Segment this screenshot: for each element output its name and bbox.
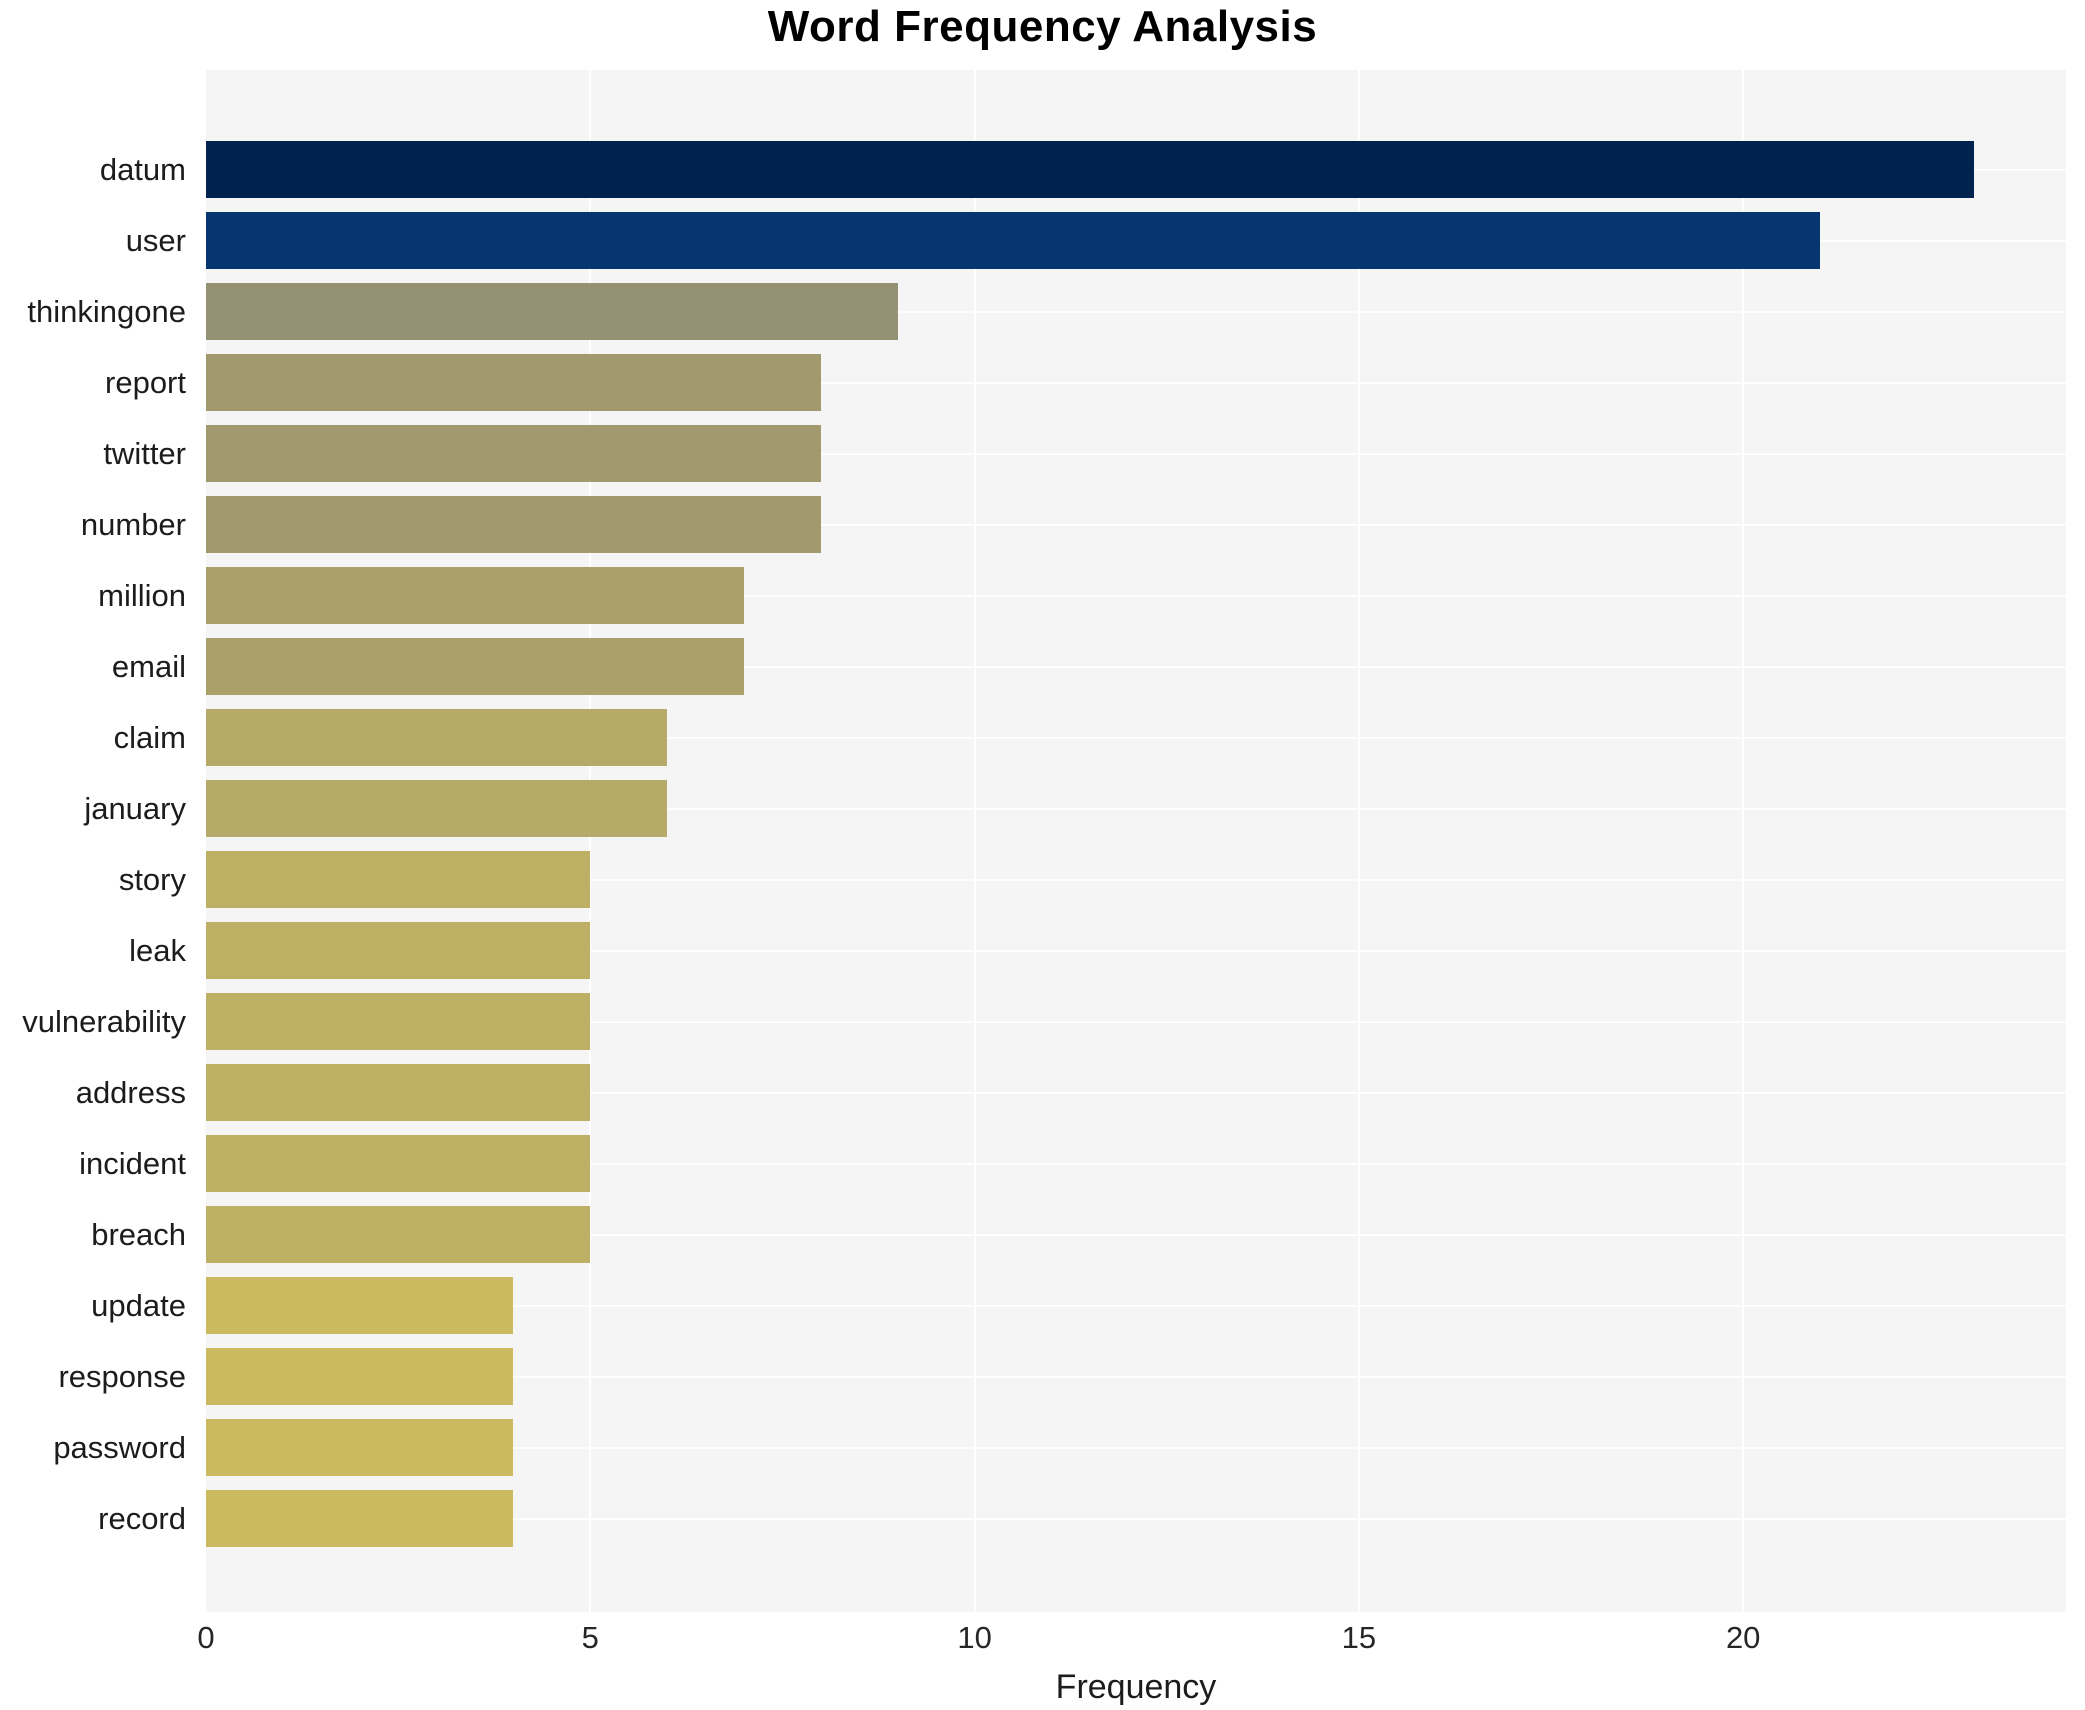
horizontal-gridline <box>206 381 2066 384</box>
horizontal-gridline <box>206 949 2066 952</box>
bar-claim <box>206 709 668 766</box>
vertical-gridline-10 <box>973 70 976 1612</box>
bar-update <box>206 1277 514 1334</box>
bar-leak <box>206 922 591 979</box>
y-tick-label-claim: claim <box>113 720 186 755</box>
vertical-gridline-5 <box>589 70 592 1612</box>
y-tick-label-vulnerability: vulnerability <box>22 1004 186 1039</box>
chart-title: Word Frequency Analysis <box>767 2 1318 51</box>
plot-area <box>206 70 2066 1612</box>
bar-email <box>206 638 745 695</box>
y-tick-label-response: response <box>58 1359 186 1394</box>
horizontal-gridline <box>206 1517 2066 1520</box>
horizontal-gridline <box>206 1446 2066 1449</box>
bar-vulnerability <box>206 993 591 1050</box>
y-tick-label-story: story <box>118 862 186 897</box>
bar-story <box>206 851 591 908</box>
horizontal-gridline <box>206 1375 2066 1378</box>
x-tick-label-20: 20 <box>1725 1620 1761 1655</box>
y-tick-label-million: million <box>98 578 186 613</box>
horizontal-gridline <box>206 452 2066 455</box>
y-tick-label-january: january <box>84 791 186 826</box>
bar-thinkingone <box>206 283 898 340</box>
horizontal-gridline <box>206 1020 2066 1023</box>
bar-report <box>206 354 821 411</box>
y-tick-label-address: address <box>75 1075 186 1110</box>
horizontal-gridline <box>206 665 2066 668</box>
vertical-gridline-20 <box>1742 70 1745 1612</box>
y-tick-label-record: record <box>98 1501 186 1536</box>
horizontal-gridline <box>206 736 2066 739</box>
y-tick-label-email: email <box>111 649 186 684</box>
y-tick-label-user: user <box>125 223 186 258</box>
bar-response <box>206 1348 514 1405</box>
x-axis-ticks: 0 5 10 15 20 <box>0 1620 2085 1664</box>
bar-password <box>206 1419 514 1476</box>
x-tick-label-5: 5 <box>581 1620 599 1655</box>
y-tick-label-password: password <box>53 1430 186 1465</box>
horizontal-gridline <box>206 1162 2066 1165</box>
horizontal-gridline <box>206 523 2066 526</box>
bar-number <box>206 496 821 553</box>
y-axis-labels: datum user thinkingone report twitter number m… <box>0 70 196 1612</box>
y-tick-label-datum: datum <box>99 152 186 187</box>
horizontal-gridline <box>206 1091 2066 1094</box>
bar-incident <box>206 1135 591 1192</box>
horizontal-gridline <box>206 878 2066 881</box>
bar-record <box>206 1490 514 1547</box>
horizontal-gridline <box>206 1233 2066 1236</box>
bar-address <box>206 1064 591 1121</box>
y-tick-label-twitter: twitter <box>103 436 186 471</box>
y-tick-label-thinkingone: thinkingone <box>27 294 186 329</box>
bar-breach <box>206 1206 591 1263</box>
x-tick-label-10: 10 <box>957 1620 992 1655</box>
horizontal-gridline <box>206 310 2066 313</box>
x-axis-label: Frequency <box>1055 1668 1217 1706</box>
horizontal-gridline <box>206 1304 2066 1307</box>
y-tick-label-report: report <box>105 365 186 400</box>
horizontal-gridline <box>206 594 2066 597</box>
x-tick-label-0: 0 <box>197 1620 215 1655</box>
horizontal-gridline <box>206 807 2066 810</box>
x-tick-label-15: 15 <box>1341 1620 1377 1655</box>
bar-million <box>206 567 745 624</box>
y-tick-label-update: update <box>91 1288 186 1323</box>
bar-january <box>206 780 668 837</box>
bar-user <box>206 212 1821 269</box>
bar-datum <box>206 141 1974 198</box>
vertical-gridline-15 <box>1357 70 1360 1612</box>
y-tick-label-leak: leak <box>129 933 186 968</box>
bar-twitter <box>206 425 821 482</box>
y-tick-label-number: number <box>80 507 186 542</box>
y-tick-label-incident: incident <box>79 1146 186 1181</box>
y-tick-label-breach: breach <box>91 1217 186 1252</box>
